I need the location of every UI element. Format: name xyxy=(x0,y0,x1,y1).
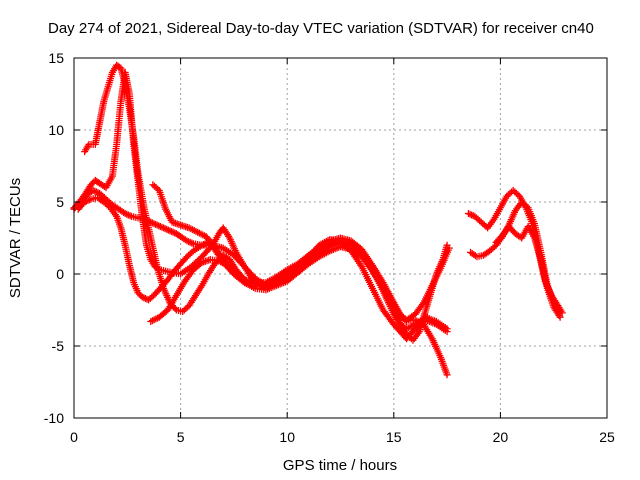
data-point xyxy=(152,220,160,228)
data-point xyxy=(161,225,169,233)
data-point xyxy=(171,229,179,237)
data-point xyxy=(185,238,193,246)
data-point xyxy=(121,210,129,218)
data-point xyxy=(466,210,474,218)
data-point xyxy=(168,228,176,236)
data-point xyxy=(464,210,472,218)
data-point xyxy=(150,220,158,228)
data-point xyxy=(91,187,99,195)
x-tick-label: 25 xyxy=(599,429,615,445)
x-tick-label: 10 xyxy=(279,429,295,445)
data-point xyxy=(143,295,151,303)
data-point xyxy=(82,197,90,205)
data-point xyxy=(89,186,97,194)
grid xyxy=(74,58,607,418)
series-trace-6 xyxy=(147,234,411,326)
x-tick-label: 5 xyxy=(177,429,185,445)
y-tick-label: 0 xyxy=(56,266,64,282)
data-point xyxy=(555,312,563,320)
y-tick-label: 5 xyxy=(56,194,64,210)
data-point xyxy=(163,225,171,233)
data-point xyxy=(197,283,205,291)
data-point xyxy=(198,241,206,249)
x-tick-label: 0 xyxy=(70,429,78,445)
chart-title: Day 274 of 2021, Sidereal Day-to-day VTE… xyxy=(48,20,594,37)
plot-area xyxy=(70,61,566,379)
data-point xyxy=(445,244,453,252)
data-point xyxy=(84,197,92,205)
data-point xyxy=(124,211,132,219)
data-point xyxy=(188,239,196,247)
data-point xyxy=(123,210,131,218)
data-point xyxy=(183,237,191,245)
data-point xyxy=(166,227,174,235)
data-point xyxy=(443,325,451,333)
x-tick-label: 15 xyxy=(386,429,402,445)
data-point xyxy=(126,212,134,220)
data-point xyxy=(403,318,411,326)
data-point xyxy=(155,222,163,230)
series-trace-9 xyxy=(492,222,564,321)
data-point xyxy=(200,240,208,248)
x-tick-label: 20 xyxy=(493,429,509,445)
y-tick-label: -10 xyxy=(44,410,64,426)
data-point xyxy=(443,371,451,379)
data-point xyxy=(401,316,409,324)
data-point xyxy=(92,188,100,196)
data-point xyxy=(140,294,148,302)
data-point xyxy=(85,196,93,204)
data-point xyxy=(154,185,162,193)
axes: 0 5 10 15 20 25 -10 -5 0 5 10 15 xyxy=(44,50,615,445)
data-point xyxy=(81,198,89,206)
data-point xyxy=(160,224,168,232)
data-point xyxy=(153,221,161,229)
data-point xyxy=(164,226,172,234)
series-trace-4 xyxy=(81,61,451,344)
data-point xyxy=(158,223,166,231)
plot-frame xyxy=(73,57,608,419)
y-tick-label: 10 xyxy=(48,122,64,138)
y-tick-label: 15 xyxy=(48,50,64,66)
y-tick-label: -5 xyxy=(52,338,65,354)
data-point xyxy=(138,293,146,301)
data-point xyxy=(556,313,564,321)
data-point xyxy=(169,228,177,236)
data-point xyxy=(156,222,164,230)
data-point xyxy=(468,211,476,219)
data-point xyxy=(186,238,194,246)
y-axis-label: SDTVAR / TECUs xyxy=(7,178,24,298)
data-point xyxy=(148,219,156,227)
x-axis-label: GPS time / hours xyxy=(283,457,397,474)
data-point xyxy=(418,300,426,308)
